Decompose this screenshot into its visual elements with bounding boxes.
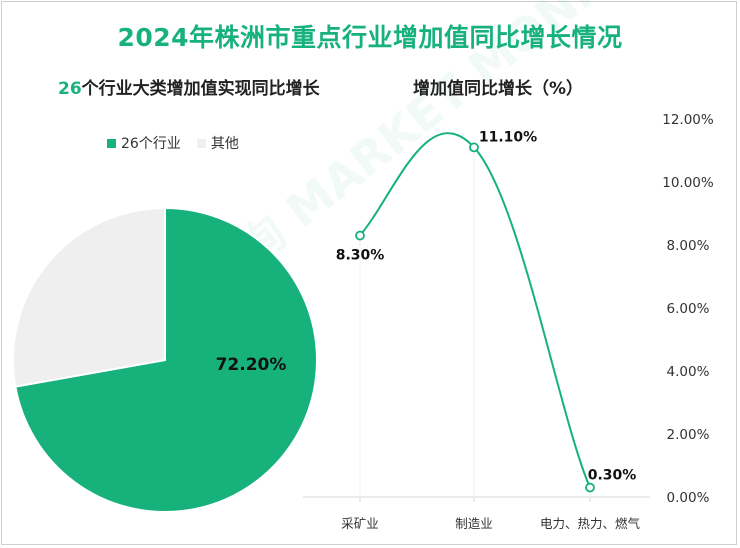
line-data-label: 11.10% bbox=[479, 129, 537, 145]
pie-subtitle-text: 个行业大类增加值实现同比增长 bbox=[81, 79, 320, 99]
legend-swatch-26-industries bbox=[107, 138, 116, 148]
line-subtitle: 增加值同比增长（%） bbox=[413, 79, 584, 99]
pie-legend: 26个行业 其他 bbox=[107, 133, 255, 153]
legend-label-other: 其他 bbox=[210, 136, 239, 152]
y-tick-label: 10.00% bbox=[662, 175, 714, 191]
line-point bbox=[355, 230, 365, 241]
y-tick-label: 8.00% bbox=[667, 238, 710, 254]
legend-item-other: 其他 bbox=[196, 133, 239, 153]
x-tick-label: 采矿业 bbox=[341, 516, 379, 531]
pie-slice-26-industries bbox=[14, 206, 318, 513]
x-tick-label: 电力、热力、燃气 bbox=[540, 516, 641, 531]
y-tick-label: 2.00% bbox=[667, 427, 710, 443]
legend-label-26-industries: 26个行业 bbox=[121, 136, 181, 152]
legend-item-26-industries: 26个行业 bbox=[107, 133, 181, 153]
y-tick-label: 6.00% bbox=[667, 301, 710, 317]
line-data-label: 8.30% bbox=[336, 248, 385, 264]
pie-subtitle: 26个行业大类增加值实现同比增长 bbox=[58, 74, 320, 99]
pie-data-label-26-industries: 72.20% bbox=[216, 355, 287, 375]
x-tick-label: 制造业 bbox=[455, 516, 493, 531]
line-point bbox=[585, 482, 595, 493]
line-point bbox=[469, 142, 479, 153]
pie-subtitle-number: 26 bbox=[58, 79, 82, 99]
legend-swatch-other bbox=[196, 138, 206, 148]
line-data-label: 0.30% bbox=[588, 468, 637, 484]
line-series-growth bbox=[359, 132, 591, 488]
chart-title: 2024年株洲市重点行业增加值同比增长情况 bbox=[117, 23, 623, 52]
y-tick-label: 12.00% bbox=[662, 112, 714, 128]
y-tick-label: 4.00% bbox=[667, 364, 710, 380]
y-tick-label: 0.00% bbox=[667, 490, 710, 506]
pie-slice-other bbox=[12, 206, 166, 388]
